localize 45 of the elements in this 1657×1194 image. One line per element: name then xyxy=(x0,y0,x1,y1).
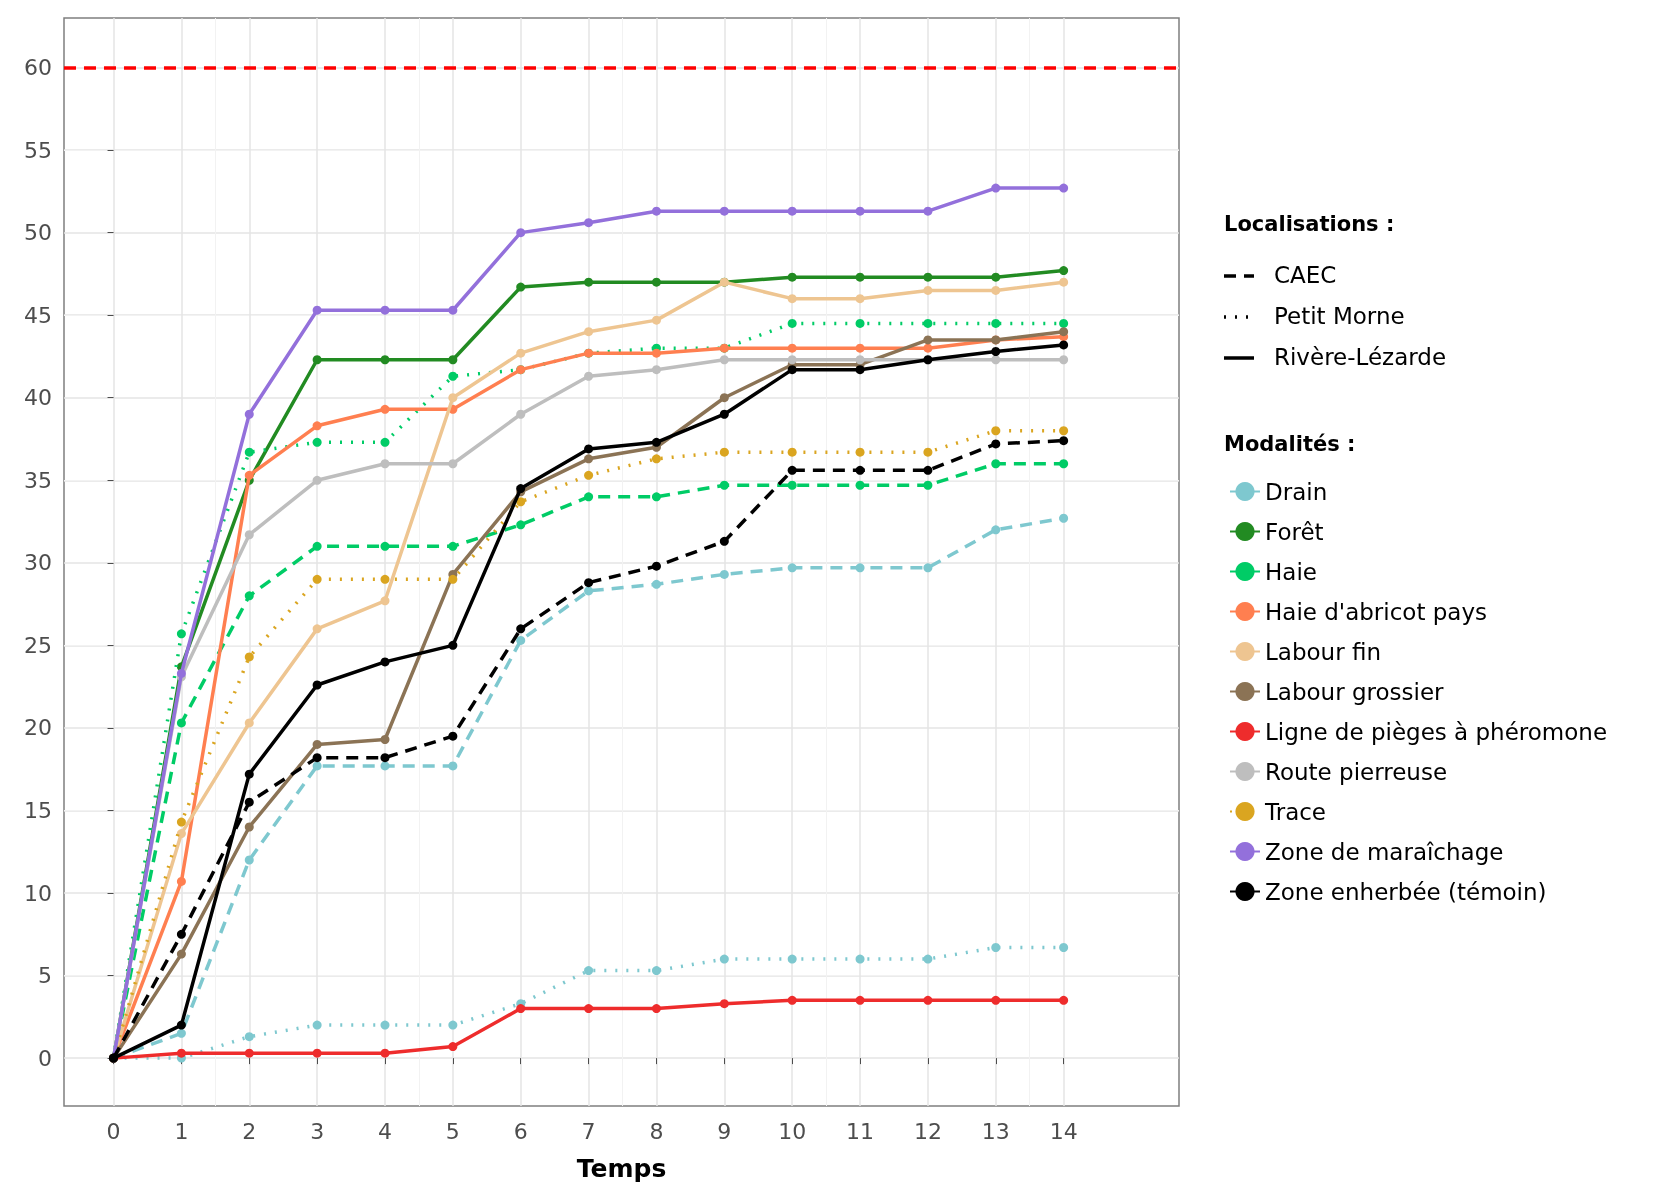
legend-label: Haie xyxy=(1265,558,1317,585)
x-tick-label: 5 xyxy=(445,1118,460,1144)
y-tick-label: 0 xyxy=(38,1045,52,1071)
x-tick-label: 9 xyxy=(717,1118,732,1144)
x-tick-label: 2 xyxy=(242,1118,257,1144)
x-tick-label: 0 xyxy=(106,1118,121,1144)
y-tick-label: 35 xyxy=(24,467,52,493)
legend-label: Zone enherbée (témoin) xyxy=(1265,878,1547,905)
legend-label: Haie d'abricot pays xyxy=(1265,598,1488,625)
x-tick-label: 10 xyxy=(778,1118,807,1144)
y-tick-label: 10 xyxy=(24,880,52,906)
x-tick-label: 14 xyxy=(1049,1118,1078,1144)
legend-label: Forêt xyxy=(1265,518,1324,545)
y-tick-label: 50 xyxy=(24,220,52,246)
legend-label: Zone de maraîchage xyxy=(1265,838,1504,865)
y-tick-label: 15 xyxy=(24,797,52,823)
x-tick-label: 11 xyxy=(846,1118,875,1144)
text: Localisations : xyxy=(1224,211,1395,236)
y-tick-label: 20 xyxy=(24,715,52,741)
text: Petit Morne xyxy=(1274,302,1405,329)
legend-label: Trace xyxy=(1264,798,1327,825)
y-tick-label: 40 xyxy=(24,385,52,411)
y-tick-label: 25 xyxy=(24,632,52,658)
legend-label: Ligne de pièges à phéromone xyxy=(1265,718,1608,745)
x-tick-label: 6 xyxy=(513,1118,528,1144)
x-tick-label: 1 xyxy=(174,1118,189,1144)
x-tick-label: 3 xyxy=(310,1118,325,1144)
y-tick-label: 30 xyxy=(24,550,52,576)
legend-label: Labour fin xyxy=(1265,638,1381,665)
x-tick-label: 4 xyxy=(378,1118,392,1144)
text: CAEC xyxy=(1274,261,1337,288)
legend-label: Labour grossier xyxy=(1265,678,1445,705)
legend-label: Route pierreuse xyxy=(1265,758,1448,785)
text: Rivère-Lézarde xyxy=(1274,343,1447,370)
legend-label: Drain xyxy=(1265,478,1328,505)
y-tick-label: 5 xyxy=(38,963,52,989)
x-tick-label: 7 xyxy=(581,1118,596,1144)
x-axis-title: Temps xyxy=(576,1154,667,1183)
x-tick-label: 12 xyxy=(913,1118,942,1144)
legend-title: Modalités : xyxy=(1224,431,1356,456)
x-tick-label: 8 xyxy=(649,1118,664,1144)
y-tick-label: 55 xyxy=(24,137,52,163)
y-tick-label: 60 xyxy=(24,55,52,81)
x-tick-label: 13 xyxy=(981,1118,1010,1144)
y-tick-label: 45 xyxy=(24,302,52,328)
